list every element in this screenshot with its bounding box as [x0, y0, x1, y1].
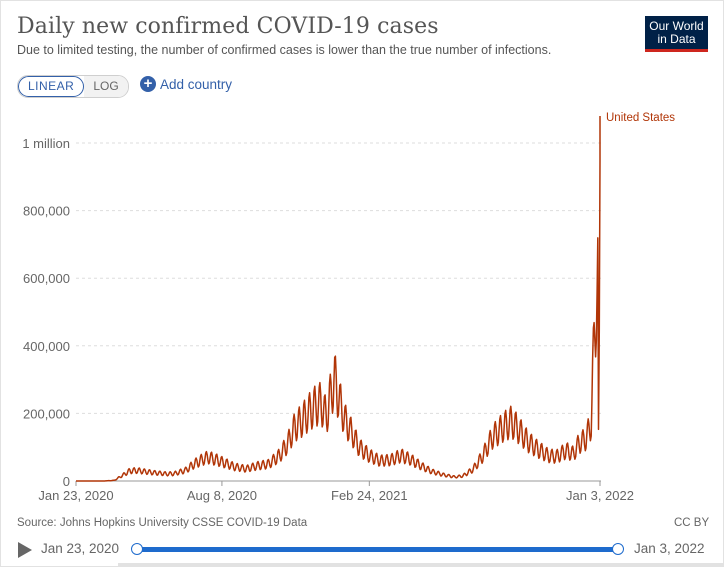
line-chart: 0 200,000 400,000 600,000 800,000 1 million Ja…: [22, 112, 675, 503]
chart-subtitle: Due to limited testing, the number of co…: [17, 43, 552, 57]
timeline-start-date: Jan 23, 2020: [41, 541, 120, 556]
timeline-start-handle[interactable]: [131, 543, 143, 555]
bottom-divider: [118, 563, 724, 567]
plus-circle-icon: +: [140, 76, 156, 92]
series-line: [75, 116, 601, 482]
scale-log-button[interactable]: LOG: [84, 76, 128, 97]
x-tick-label: Jan 3, 2022: [566, 488, 634, 503]
source-note[interactable]: Source: Johns Hopkins University CSSE CO…: [17, 517, 308, 529]
x-tick-label: Feb 24, 2021: [331, 488, 408, 503]
x-tick-label: Jan 23, 2020: [38, 488, 113, 503]
y-tick-label: 600,000: [23, 271, 70, 286]
scale-toggle: LINEAR LOG: [17, 75, 129, 98]
timeline-track[interactable]: [137, 547, 618, 552]
timeline-end-date: Jan 3, 2022: [634, 541, 705, 556]
y-tick-label: 800,000: [23, 204, 70, 219]
y-tick-label: 400,000: [23, 339, 70, 354]
timeline-end-handle[interactable]: [612, 543, 624, 555]
license-link[interactable]: CC BY: [674, 517, 710, 529]
owid-logo[interactable]: Our World in Data: [645, 16, 708, 52]
series-label: United States: [606, 112, 675, 124]
scale-linear-button[interactable]: LINEAR: [18, 76, 85, 97]
y-tick-label: 200,000: [23, 406, 70, 421]
x-tick-label: Aug 8, 2020: [187, 488, 257, 503]
logo-line-2: in Data: [657, 32, 696, 46]
y-tick-label: 1 million: [22, 136, 70, 151]
timeline: Jan 23, 2020 Jan 3, 2022: [0, 538, 724, 562]
play-icon[interactable]: [18, 542, 32, 558]
add-country-button[interactable]: + Add country: [140, 76, 232, 92]
chart-title: Daily new confirmed COVID-19 cases: [17, 14, 439, 39]
logo-line-1: Our World: [649, 19, 704, 33]
y-tick-label: 0: [63, 474, 70, 489]
add-country-label: Add country: [160, 76, 233, 92]
